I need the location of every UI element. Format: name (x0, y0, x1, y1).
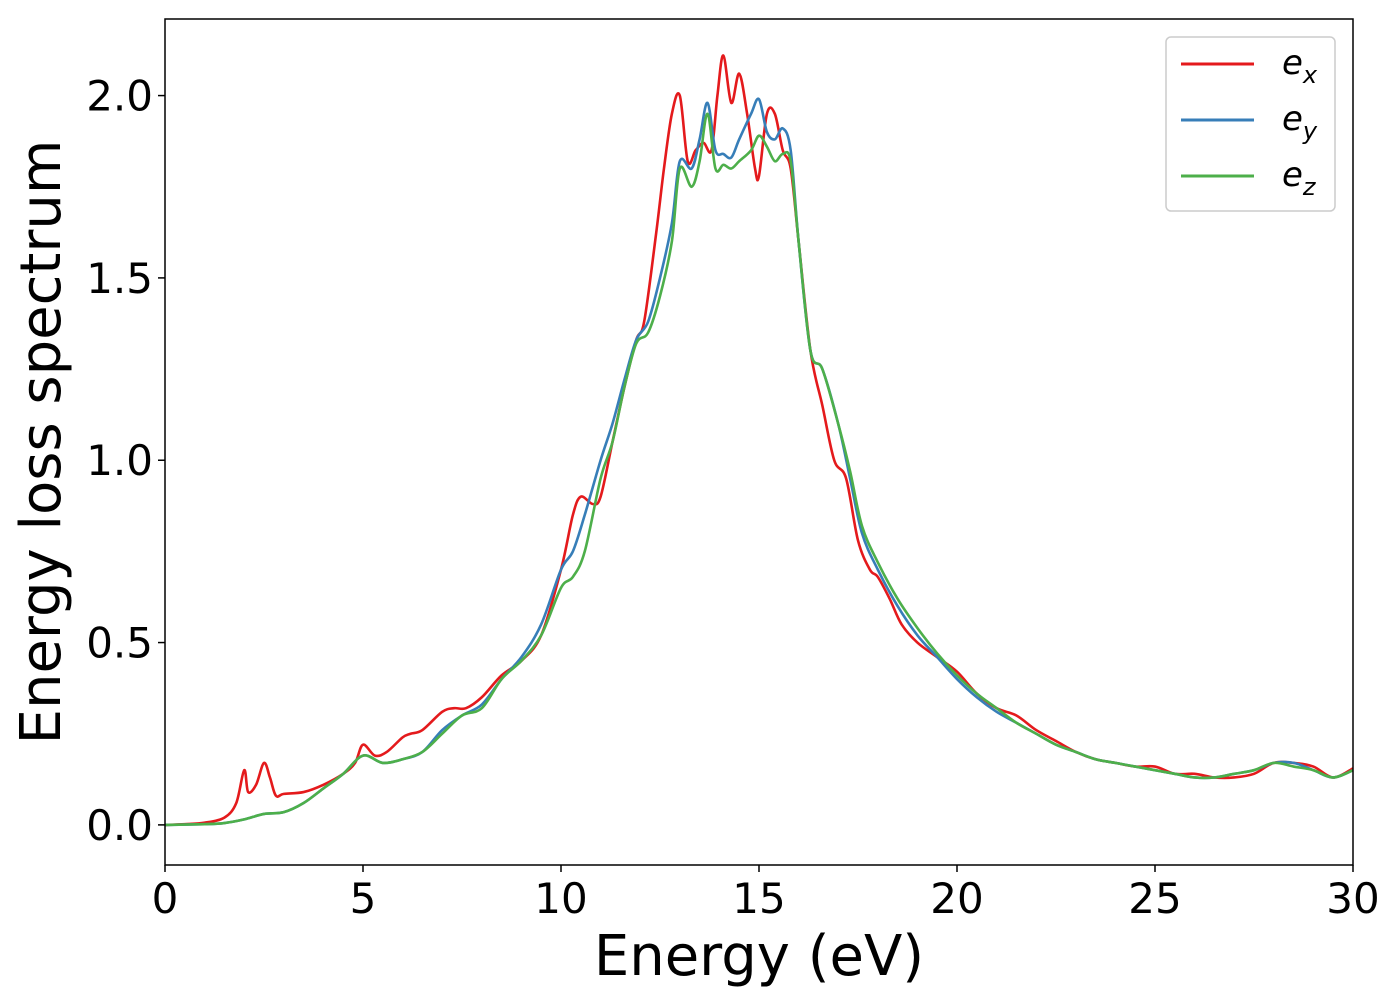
x-tick-label: 0 (152, 874, 179, 923)
series-line-e-z (165, 112, 1353, 827)
x-tick-label: 10 (534, 874, 587, 923)
legend-label-base: e (1282, 43, 1303, 83)
y-tick-label: 2.0 (86, 72, 153, 121)
legend-label-base: e (1282, 155, 1303, 195)
y-tick-label: 1.0 (86, 436, 153, 485)
legend-label-e-x: ex (1282, 43, 1318, 89)
x-tick-label: 15 (732, 874, 785, 923)
legend-label-subscript: z (1302, 173, 1317, 201)
x-axis-title: Energy (eV) (594, 924, 924, 989)
x-tick-label: 20 (930, 874, 983, 923)
y-axis-title: Energy loss spectrum (9, 140, 74, 745)
legend-label-e-z: ez (1282, 155, 1317, 201)
y-tick-label: 0.0 (86, 801, 153, 850)
x-tick-label: 25 (1128, 874, 1181, 923)
x-tick-label: 30 (1326, 874, 1379, 923)
legend-box (1165, 36, 1336, 212)
y-axis-ticks: 0.0 0.5 1.0 1.5 2.0 (86, 72, 165, 850)
legend-label-subscript: y (1302, 117, 1318, 145)
x-axis-ticks: 0 5 10 15 20 25 30 (152, 865, 1380, 923)
legend-label-e-y: ey (1282, 99, 1318, 145)
series-layer (165, 54, 1353, 827)
y-tick-label: 0.5 (86, 619, 153, 668)
legend-label-base: e (1282, 99, 1303, 139)
y-tick-label: 1.5 (86, 254, 153, 303)
x-tick-label: 5 (350, 874, 377, 923)
legend-label-subscript: x (1302, 61, 1318, 89)
